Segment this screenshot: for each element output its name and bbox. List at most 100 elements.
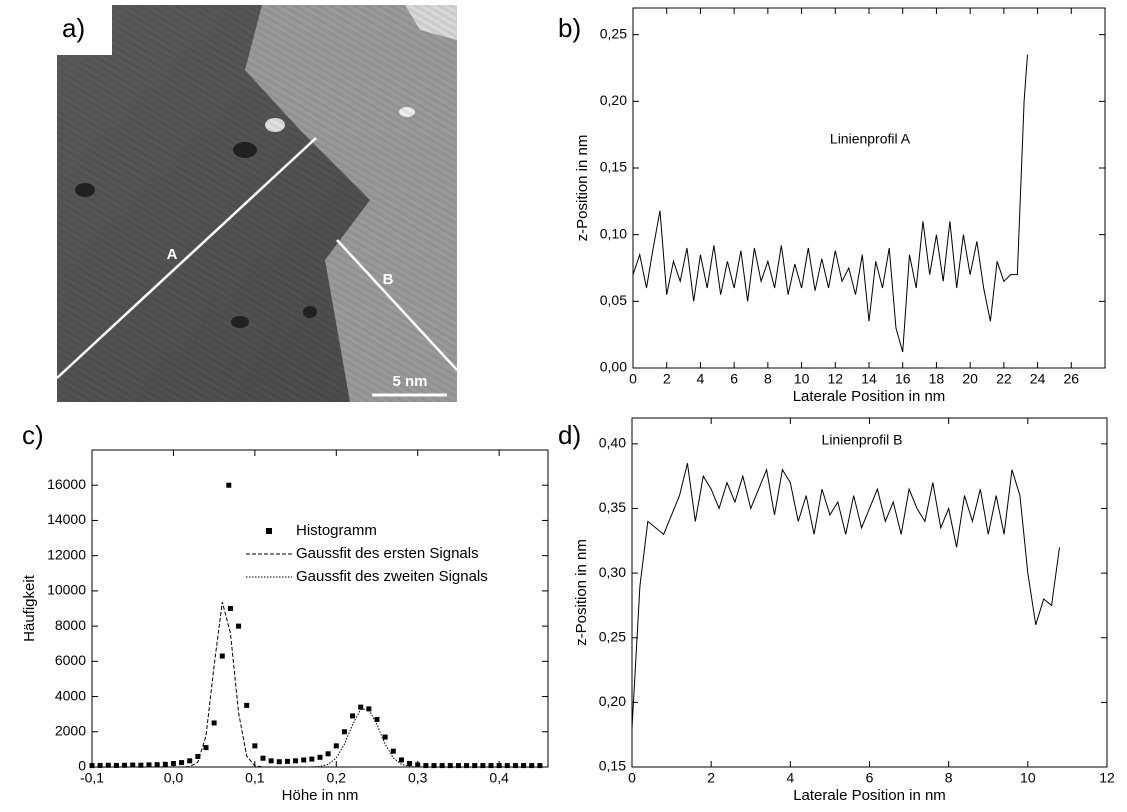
- histogram-point: [276, 759, 282, 765]
- histogram-point: [464, 763, 470, 769]
- profile-line-b: [336, 239, 458, 371]
- histogram-point: [447, 763, 453, 769]
- histogram-point: [138, 762, 144, 768]
- histogram-point: [219, 653, 225, 659]
- y-tick-label: 4000: [55, 687, 86, 703]
- y-tick-label: 8000: [55, 617, 86, 633]
- histogram-point: [504, 763, 510, 769]
- y-tick-label: 0,05: [600, 292, 627, 308]
- y-tick-label: 0,00: [600, 359, 627, 375]
- x-tick-label: 6: [866, 770, 874, 786]
- y-tick-label: 2000: [55, 722, 86, 738]
- histogram-point: [488, 763, 494, 769]
- histogram-point: [130, 762, 136, 768]
- histogram-point: [350, 713, 356, 719]
- x-tick-label: 12: [827, 371, 843, 387]
- histogram-point: [398, 757, 404, 763]
- histogram-point: [309, 756, 315, 762]
- x-tick-label: 20: [962, 371, 978, 387]
- y-tick-label: 0,30: [599, 564, 626, 580]
- x-tick-label: 0,4: [489, 770, 509, 786]
- y-tick-label: 0,25: [599, 628, 626, 644]
- y-tick-label: 0,35: [599, 499, 626, 515]
- y-tick-label: 0,25: [600, 25, 627, 41]
- histogram-point: [301, 757, 307, 763]
- histogram-point: [333, 743, 339, 749]
- histogram-point: [105, 762, 111, 768]
- y-tick-label: 0,40: [599, 435, 626, 451]
- histogram-point: [496, 763, 502, 769]
- y-axis-label: Häufigkeit: [21, 574, 38, 642]
- legend-label: Gaussfit des zweiten Signals: [296, 568, 488, 585]
- label-box: [57, 5, 112, 55]
- x-tick-label: 0,3: [408, 770, 428, 786]
- x-tick-label: 0,0: [164, 770, 184, 786]
- y-tick-label: 14000: [47, 511, 86, 527]
- histogram-point: [480, 763, 486, 769]
- annotation: Linienprofil B: [822, 432, 903, 448]
- histogram-point: [423, 763, 429, 769]
- histogram-point: [195, 753, 201, 759]
- y-tick-label: 0,10: [600, 225, 627, 241]
- histogram-point: [97, 762, 103, 768]
- histogram-point: [374, 716, 380, 722]
- histogram-point: [187, 758, 193, 764]
- panel-label: c): [22, 420, 44, 450]
- x-tick-label: 8: [764, 371, 772, 387]
- x-tick-label: -0,1: [80, 770, 104, 786]
- y-tick-label: 0,15: [599, 758, 626, 774]
- histogram-point: [390, 748, 396, 754]
- legend-label: Histogramm: [296, 522, 377, 539]
- x-axis-label: Laterale Position in nm: [793, 388, 946, 405]
- x-tick-label: 2: [707, 770, 715, 786]
- histogram-point: [227, 606, 233, 611]
- histogram-point: [170, 760, 176, 766]
- stm-image: [56, 5, 458, 402]
- legend-label: Gaussfit des ersten Signals: [296, 545, 479, 562]
- histogram-point: [122, 762, 128, 768]
- image-texture: [57, 5, 457, 402]
- x-tick-label: 0: [628, 770, 636, 786]
- histogram-point: [260, 755, 266, 761]
- histogram-point: [529, 763, 535, 769]
- x-tick-label: 6: [730, 371, 738, 387]
- histogram-point: [317, 754, 323, 760]
- histogram-point: [154, 762, 160, 768]
- histogram-point: [455, 763, 461, 769]
- image-annotation: B: [383, 271, 394, 288]
- data-line: [311, 708, 418, 768]
- plot-frame: [91, 449, 549, 768]
- plot-frame: [631, 417, 1108, 768]
- histogram-point: [407, 760, 413, 766]
- histogram-point: [236, 623, 242, 629]
- histogram-point: [325, 751, 331, 757]
- x-axis-label: Höhe in nm: [282, 787, 359, 804]
- x-tick-label: 4: [697, 371, 705, 387]
- x-tick-label: 16: [895, 371, 911, 387]
- histogram-point: [341, 729, 347, 735]
- x-tick-label: 24: [1030, 371, 1046, 387]
- histogram-point: [382, 734, 388, 740]
- y-tick-label: 0,20: [599, 693, 626, 709]
- y-axis-label: z-Position in nm: [573, 539, 590, 646]
- x-tick-label: 18: [929, 371, 945, 387]
- histogram-point: [293, 758, 299, 764]
- histogram-point: [113, 762, 119, 768]
- y-axis-label: z-Position in nm: [574, 135, 591, 242]
- x-tick-label: 0: [629, 371, 637, 387]
- histogram-point: [203, 745, 209, 751]
- panel-label: d): [558, 420, 581, 450]
- annotation: Linienprofil A: [830, 131, 911, 147]
- y-tick-label: 0: [78, 758, 86, 774]
- histogram-point: [431, 763, 437, 769]
- y-tick-label: 12000: [47, 546, 86, 562]
- histogram-point: [89, 763, 95, 769]
- x-tick-label: 10: [1020, 770, 1036, 786]
- y-tick-label: 0,20: [600, 92, 627, 108]
- x-tick-label: 22: [996, 371, 1012, 387]
- histogram-point: [521, 763, 527, 769]
- y-tick-label: 16000: [47, 476, 86, 492]
- data-line: [631, 463, 1060, 729]
- data-line: [632, 54, 1028, 353]
